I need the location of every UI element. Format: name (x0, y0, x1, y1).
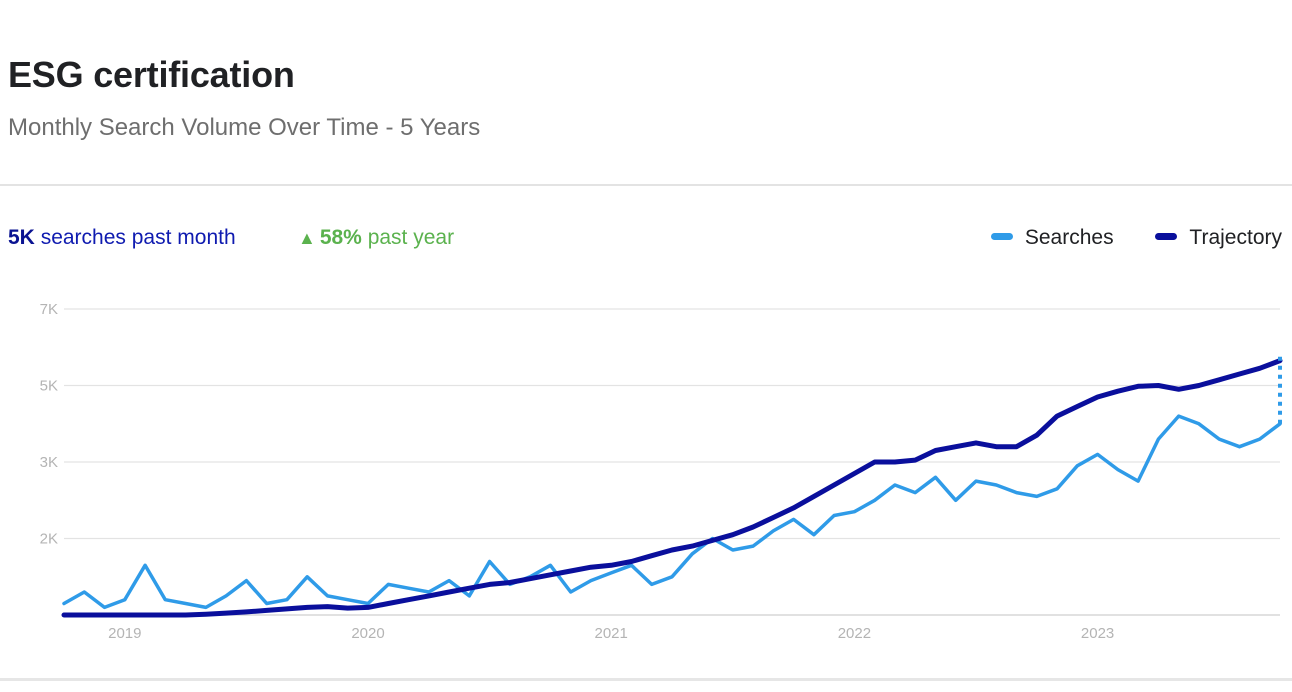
trajectory-swatch-icon (1155, 232, 1178, 240)
x-tick-label: 2023 (1081, 625, 1114, 642)
legend-item-trajectory[interactable]: Trajectory (1155, 226, 1282, 250)
y-tick-label: 3K (40, 454, 58, 471)
search-volume-stat: 5K searches past month (8, 226, 236, 250)
y-tick-label: 2K (40, 531, 58, 548)
x-tick-label: 2021 (595, 625, 628, 642)
x-tick-label: 2019 (108, 625, 141, 642)
search-volume-number: 5K (8, 226, 35, 249)
growth-up-arrow-icon: ▲ (298, 228, 316, 248)
footer-divider (0, 678, 1292, 681)
x-tick-label: 2022 (838, 625, 871, 642)
y-tick-label: 7K (40, 301, 58, 318)
growth-percent: 58% (319, 226, 362, 249)
x-tick-label: 2020 (351, 625, 384, 642)
searches-series-line (62, 414, 1282, 610)
trajectory-series-line (61, 358, 1283, 618)
legend-item-searches[interactable]: Searches (990, 226, 1114, 250)
page-subtitle: Monthly Search Volume Over Time - 5 Year… (8, 114, 481, 141)
legend-label-trajectory: Trajectory (1189, 226, 1282, 249)
legend-label-searches: Searches (1024, 226, 1114, 249)
growth-stat: ▲ 58% past year (298, 226, 454, 250)
page-title: ESG certification (8, 54, 295, 95)
chart-legend: Searches Trajectory (955, 226, 1282, 250)
header-divider (0, 184, 1292, 186)
searches-swatch-icon (990, 232, 1013, 240)
search-volume-text: searches past month (40, 226, 236, 249)
growth-text: past year (367, 226, 455, 249)
y-tick-label: 5K (40, 378, 58, 395)
